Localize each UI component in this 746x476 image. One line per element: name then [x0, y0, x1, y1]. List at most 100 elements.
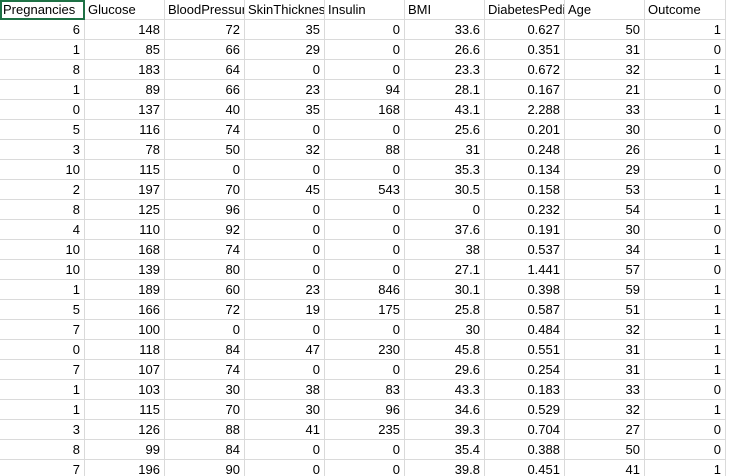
- table-cell[interactable]: 1: [645, 280, 726, 300]
- table-cell[interactable]: 1: [645, 300, 726, 320]
- table-cell[interactable]: 0: [245, 160, 325, 180]
- table-cell[interactable]: 40: [165, 100, 245, 120]
- table-cell[interactable]: 74: [165, 120, 245, 140]
- table-cell[interactable]: 0.388: [485, 440, 565, 460]
- table-cell[interactable]: 51: [565, 300, 645, 320]
- table-cell[interactable]: 148: [85, 20, 165, 40]
- table-cell[interactable]: 230: [325, 340, 405, 360]
- table-cell[interactable]: 74: [165, 360, 245, 380]
- table-cell[interactable]: 3: [0, 420, 85, 440]
- table-cell[interactable]: 1: [0, 380, 85, 400]
- table-cell[interactable]: 0: [645, 420, 726, 440]
- table-cell[interactable]: 30: [565, 220, 645, 240]
- table-cell[interactable]: 137: [85, 100, 165, 120]
- table-cell[interactable]: 31: [565, 340, 645, 360]
- table-cell[interactable]: 35: [245, 20, 325, 40]
- table-cell[interactable]: 8: [0, 440, 85, 460]
- table-cell[interactable]: 19: [245, 300, 325, 320]
- table-cell[interactable]: 0.167: [485, 80, 565, 100]
- table-cell[interactable]: 0: [645, 160, 726, 180]
- table-cell[interactable]: 41: [565, 460, 645, 476]
- table-cell[interactable]: 139: [85, 260, 165, 280]
- table-cell[interactable]: 43.1: [405, 100, 485, 120]
- table-cell[interactable]: 0: [245, 60, 325, 80]
- table-cell[interactable]: 7: [0, 360, 85, 380]
- table-cell[interactable]: 34.6: [405, 400, 485, 420]
- table-cell[interactable]: 175: [325, 300, 405, 320]
- table-cell[interactable]: 0: [325, 260, 405, 280]
- table-cell[interactable]: 0.158: [485, 180, 565, 200]
- table-cell[interactable]: 543: [325, 180, 405, 200]
- table-cell[interactable]: 0: [245, 200, 325, 220]
- table-cell[interactable]: 0: [245, 220, 325, 240]
- table-cell[interactable]: 235: [325, 420, 405, 440]
- table-cell[interactable]: 0.351: [485, 40, 565, 60]
- table-cell[interactable]: 27: [565, 420, 645, 440]
- table-cell[interactable]: 0: [325, 440, 405, 460]
- table-cell[interactable]: 0: [325, 20, 405, 40]
- header-cell-blood-pressure[interactable]: BloodPressure: [165, 0, 245, 20]
- table-cell[interactable]: 21: [565, 80, 645, 100]
- table-cell[interactable]: 0.551: [485, 340, 565, 360]
- table-cell[interactable]: 183: [85, 60, 165, 80]
- table-cell[interactable]: 1: [645, 60, 726, 80]
- table-cell[interactable]: 0.672: [485, 60, 565, 80]
- table-cell[interactable]: 28.1: [405, 80, 485, 100]
- table-cell[interactable]: 0.398: [485, 280, 565, 300]
- table-cell[interactable]: 0: [325, 60, 405, 80]
- table-cell[interactable]: 1: [645, 200, 726, 220]
- table-cell[interactable]: 50: [165, 140, 245, 160]
- table-cell[interactable]: 1: [645, 340, 726, 360]
- table-cell[interactable]: 88: [325, 140, 405, 160]
- table-cell[interactable]: 60: [165, 280, 245, 300]
- table-cell[interactable]: 38: [405, 240, 485, 260]
- table-cell[interactable]: 57: [565, 260, 645, 280]
- table-cell[interactable]: 96: [165, 200, 245, 220]
- table-cell[interactable]: 38: [245, 380, 325, 400]
- table-cell[interactable]: 0: [325, 460, 405, 476]
- table-cell[interactable]: 29: [245, 40, 325, 60]
- table-cell[interactable]: 78: [85, 140, 165, 160]
- table-cell[interactable]: 196: [85, 460, 165, 476]
- table-cell[interactable]: 0: [245, 120, 325, 140]
- table-cell[interactable]: 0.587: [485, 300, 565, 320]
- table-cell[interactable]: 59: [565, 280, 645, 300]
- table-cell[interactable]: 50: [565, 20, 645, 40]
- table-cell[interactable]: 23.3: [405, 60, 485, 80]
- header-cell-outcome[interactable]: Outcome: [645, 0, 726, 20]
- table-cell[interactable]: 94: [325, 80, 405, 100]
- table-cell[interactable]: 23: [245, 80, 325, 100]
- table-cell[interactable]: 84: [165, 340, 245, 360]
- table-cell[interactable]: 0: [645, 120, 726, 140]
- table-cell[interactable]: 168: [325, 100, 405, 120]
- table-cell[interactable]: 5: [0, 120, 85, 140]
- table-cell[interactable]: 0: [245, 440, 325, 460]
- table-cell[interactable]: 0.201: [485, 120, 565, 140]
- table-cell[interactable]: 1: [645, 240, 726, 260]
- table-cell[interactable]: 1: [0, 80, 85, 100]
- header-cell-pregnancies[interactable]: Pregnancies: [0, 0, 85, 20]
- table-cell[interactable]: 7: [0, 460, 85, 476]
- table-cell[interactable]: 107: [85, 360, 165, 380]
- table-cell[interactable]: 33: [565, 100, 645, 120]
- table-cell[interactable]: 1.441: [485, 260, 565, 280]
- table-cell[interactable]: 25.8: [405, 300, 485, 320]
- table-cell[interactable]: 23: [245, 280, 325, 300]
- table-cell[interactable]: 25.6: [405, 120, 485, 140]
- table-cell[interactable]: 31: [565, 360, 645, 380]
- table-cell[interactable]: 29.6: [405, 360, 485, 380]
- table-cell[interactable]: 0: [645, 260, 726, 280]
- table-cell[interactable]: 189: [85, 280, 165, 300]
- table-cell[interactable]: 45: [245, 180, 325, 200]
- header-cell-insulin[interactable]: Insulin: [325, 0, 405, 20]
- table-cell[interactable]: 4: [0, 220, 85, 240]
- table-cell[interactable]: 85: [85, 40, 165, 60]
- table-cell[interactable]: 43.3: [405, 380, 485, 400]
- table-cell[interactable]: 116: [85, 120, 165, 140]
- table-cell[interactable]: 0.627: [485, 20, 565, 40]
- table-cell[interactable]: 0.484: [485, 320, 565, 340]
- table-cell[interactable]: 35: [245, 100, 325, 120]
- table-cell[interactable]: 72: [165, 20, 245, 40]
- table-cell[interactable]: 35.3: [405, 160, 485, 180]
- table-cell[interactable]: 33: [565, 380, 645, 400]
